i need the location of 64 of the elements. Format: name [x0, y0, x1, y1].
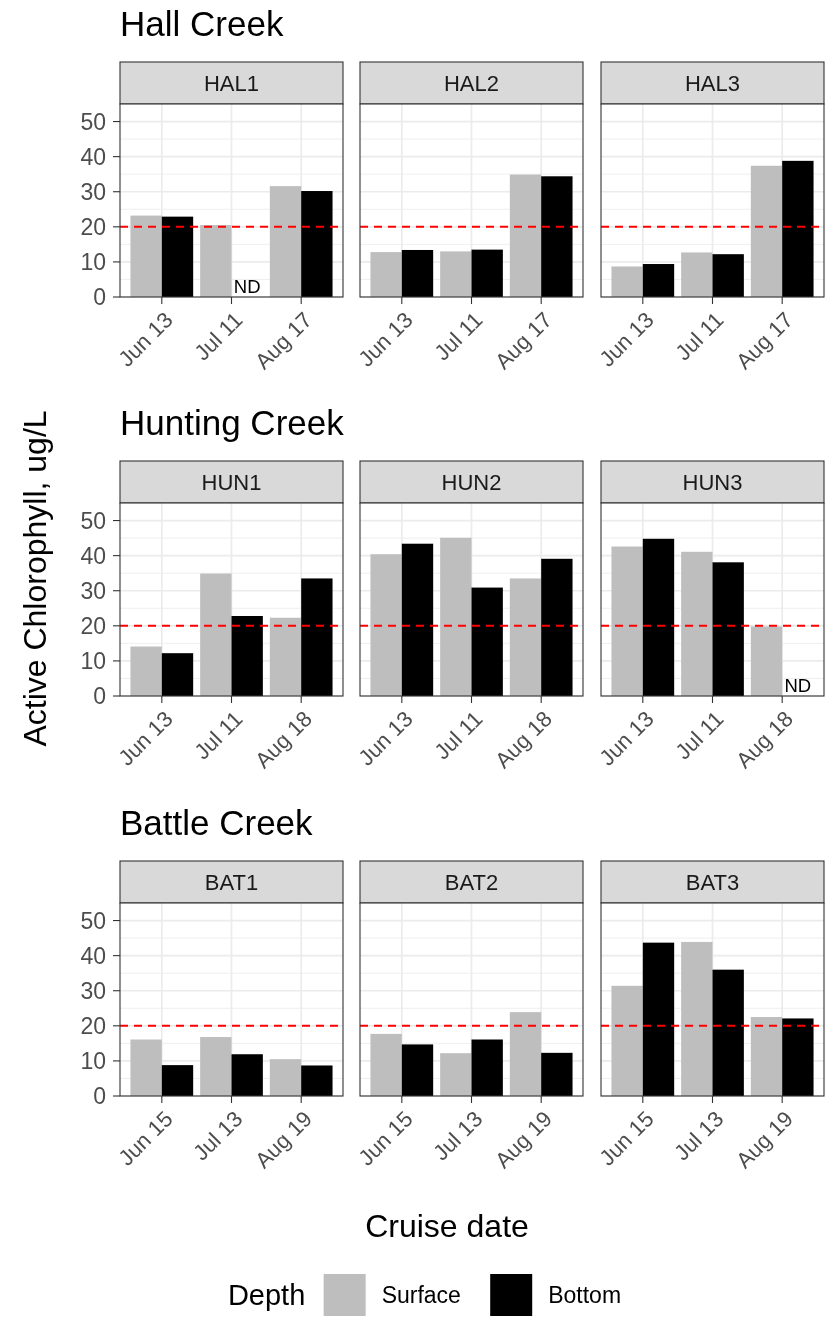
chart-title: HUN1 [201, 469, 262, 495]
x-axis-title: Cruise date [365, 1208, 529, 1244]
x-tick-label: Aug 19 [250, 1106, 318, 1174]
x-tick-label: Aug 17 [731, 307, 799, 375]
y-tick-label: 20 [80, 612, 106, 639]
legend-label: Bottom [548, 1282, 622, 1308]
chart-title: HAL1 [203, 70, 260, 96]
x-tick-label: Jul 11 [189, 706, 248, 765]
x-tick-label: Jul 11 [189, 307, 248, 366]
y-tick-label: 0 [93, 683, 106, 709]
legend-label: Surface [381, 1282, 461, 1308]
x-tick-label: Aug 17 [250, 307, 318, 375]
x-tick-label: Aug 18 [250, 706, 318, 774]
y-tick-label: 50 [80, 108, 106, 135]
y-tick-label: 0 [93, 1083, 106, 1109]
x-tick-label: Jun 13 [353, 706, 418, 771]
x-tick-label: Jul 13 [188, 1106, 248, 1166]
chart-title: BAT1 [204, 869, 259, 895]
y-axis-title: Active Chlorophyll, ug/L [17, 410, 53, 747]
x-tick-label: Jun 15 [594, 1106, 659, 1171]
x-tick-label: Aug 19 [731, 1106, 799, 1174]
x-tick-label: Jun 13 [113, 706, 178, 771]
x-tick-label: Aug 18 [731, 706, 799, 774]
x-tick-label: Jul 11 [670, 307, 729, 366]
x-tick-label: Jul 11 [670, 706, 729, 765]
y-tick-label: 10 [80, 1047, 106, 1074]
y-tick-label: 30 [80, 977, 106, 1004]
y-tick-label: 40 [80, 542, 106, 569]
y-tick-label: 30 [80, 577, 106, 604]
chart-title: HAL3 [684, 70, 741, 96]
text: Hunting Creek [120, 403, 345, 442]
x-tick-label: Jul 11 [429, 706, 488, 765]
legend-title: Depth [227, 1279, 306, 1311]
chart-title: HUN2 [441, 469, 502, 495]
text: Hall Creek [120, 4, 284, 43]
x-tick-label: Jun 13 [113, 307, 178, 372]
x-tick-label: Jun 15 [353, 1106, 418, 1171]
y-tick-label: 10 [80, 647, 106, 674]
chart-title: BAT3 [685, 869, 740, 895]
x-tick-label: Aug 18 [490, 706, 558, 774]
chart-title: HAL2 [443, 70, 500, 96]
y-tick-label: 0 [93, 284, 106, 310]
x-tick-label: Jun 13 [594, 307, 659, 372]
y-tick-label: 10 [80, 248, 106, 275]
y-tick-label: 50 [80, 507, 106, 534]
y-tick-label: 30 [80, 178, 106, 205]
y-tick-label: 50 [80, 907, 106, 934]
x-tick-label: Jul 13 [669, 1106, 729, 1166]
chart-title: HUN3 [682, 469, 743, 495]
annotation: ND [784, 674, 812, 696]
annotation: ND [233, 275, 261, 297]
x-tick-label: Jul 11 [429, 307, 488, 366]
y-tick-label: 40 [80, 942, 106, 969]
chart-title: BAT2 [444, 869, 499, 895]
y-tick-label: 20 [80, 213, 106, 240]
x-tick-label: Aug 19 [490, 1106, 558, 1174]
x-tick-label: Jul 13 [428, 1106, 488, 1166]
x-tick-label: Jun 13 [353, 307, 418, 372]
x-tick-label: Aug 17 [490, 307, 558, 375]
x-tick-label: Jun 13 [594, 706, 659, 771]
y-tick-label: 40 [80, 143, 106, 170]
text: Battle Creek [120, 803, 314, 842]
x-tick-label: Jun 15 [113, 1106, 178, 1171]
y-tick-label: 20 [80, 1012, 106, 1039]
